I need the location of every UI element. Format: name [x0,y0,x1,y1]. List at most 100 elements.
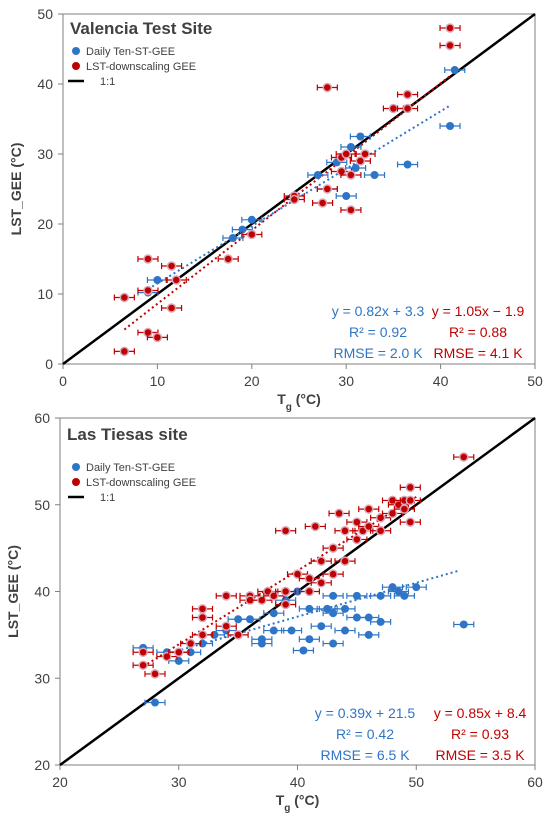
trendline-downscaling [123,75,451,331]
legend-label: Daily Ten-ST-GEE [86,46,175,58]
data-point [317,198,328,208]
stats-line: RMSE = 6.5 K [320,747,410,763]
data-point [257,595,267,605]
panel-title: Las Tiesas site [67,425,188,444]
stats-line: RMSE = 3.5 K [435,747,525,763]
data-point [151,698,159,707]
y-axis-label: LST_GEE (°C) [8,143,24,236]
data-point [171,275,182,285]
data-point [446,122,455,130]
data-point [387,508,398,519]
legend-label: LST-downscaling GEE [86,61,196,73]
data-point [246,615,254,624]
data-point [400,591,409,600]
data-point [351,164,360,172]
chart-panel-2: 20 30 40 50 60 20 30 40 50 60 Tg (°C) LST_GEE (°C) L… [5,410,543,814]
data-point [228,234,237,242]
data-point [364,504,374,514]
trendline-downscaling [142,496,417,668]
data-point [153,276,162,284]
series-lst-downscaling-gee [113,23,461,357]
y-tick-label: 40 [37,76,53,92]
legend-marker [72,62,80,70]
legend-marker [72,478,80,486]
y-tick-label: 50 [34,497,50,513]
data-point [402,103,413,114]
data-point [310,521,321,532]
stats-line: y = 0.82x + 3.3 [332,303,425,319]
data-point [329,591,338,600]
panel-title: Valencia Test Site [70,19,212,38]
data-point [334,508,344,519]
x-tick-label: 20 [244,373,260,389]
data-point [370,171,379,179]
series-daily-ten-st-gee [132,583,475,707]
stats-line: R² = 0.92 [349,324,407,340]
data-point [143,254,153,264]
stats-line: y = 0.85x + 8.4 [434,705,527,721]
x-tick-label: 10 [150,373,166,389]
data-point [459,620,468,629]
x-tick-label: 30 [171,774,187,790]
data-point [340,556,350,566]
data-point [287,626,296,635]
stats-line: y = 1.05x − 1.9 [432,303,525,319]
data-point [313,171,322,179]
legend: Daily Ten-ST-GEE LST-downscaling GEE 1:1 [68,462,196,504]
x-tick-label: 0 [59,373,67,389]
stats-ten-st: y = 0.82x + 3.3 R² = 0.92 RMSE = 2.0 K [332,303,425,361]
series-daily-ten-st-gee [137,66,466,297]
data-point [316,556,326,566]
data-point [329,639,338,648]
stats-line: R² = 0.42 [336,726,394,742]
x-tick-label: 40 [290,774,306,790]
data-point [197,612,208,623]
data-point [388,103,399,114]
data-point [405,495,416,506]
data-point [403,160,412,169]
data-point [138,647,148,657]
data-point [233,630,243,640]
x-tick-label: 50 [527,373,543,389]
stats-downscaling: y = 1.05x − 1.9 R² = 0.88 RMSE = 4.1 K [432,303,525,361]
y-tick-label: 0 [45,356,53,372]
data-point [138,660,148,670]
data-point [376,591,385,600]
plot-frame [62,13,536,365]
x-tick-label: 50 [408,774,424,790]
y-tick-label: 30 [37,146,53,162]
data-point [221,591,231,601]
data-point [238,225,247,234]
legend-label: LST-downscaling GEE [86,477,196,489]
data-point [328,569,338,579]
y-tick-label: 20 [37,216,53,232]
stats-line: y = 0.39x + 21.5 [315,705,416,721]
data-point [346,143,355,151]
y-axis-label: LST_GEE (°C) [5,545,21,638]
data-point [445,23,455,33]
stats-line: R² = 0.88 [449,324,507,340]
data-point [197,630,208,640]
data-point [185,638,196,649]
stats-line: R² = 0.93 [451,726,509,742]
data-point [445,40,455,51]
data-point [223,254,233,264]
data-point [388,583,397,592]
y-tick-label: 20 [34,757,50,773]
data-point [289,194,300,205]
legend-marker [72,47,80,55]
data-point [304,586,315,597]
data-point [150,669,160,679]
data-point [352,517,362,527]
data-point [399,504,410,514]
stats-ten-st: y = 0.39x + 21.5 R² = 0.42 RMSE = 6.5 K [315,705,416,763]
data-point [375,526,386,536]
stats-downscaling: y = 0.85x + 8.4 R² = 0.93 RMSE = 3.5 K [434,705,527,763]
x-axis-label: Tg (°C) [276,792,320,814]
stats-line: RMSE = 4.1 K [433,345,523,361]
data-point [119,292,130,303]
data-point [322,184,333,194]
data-point [341,149,351,159]
